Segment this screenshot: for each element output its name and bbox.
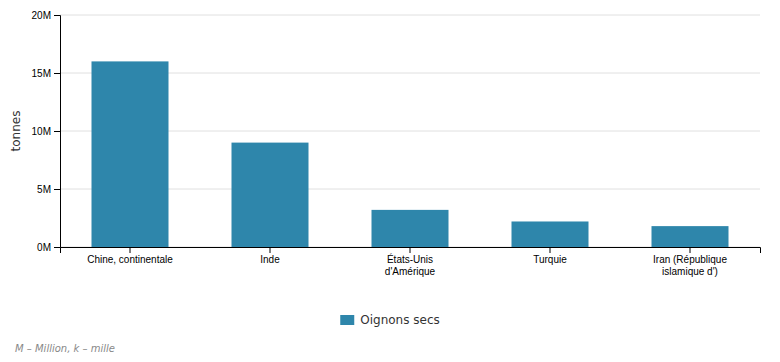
legend-swatch	[340, 315, 354, 325]
tick-label: Chine, continentale	[87, 254, 173, 265]
tick-label-line: Iran (République	[653, 254, 727, 265]
tick-label: 20M	[32, 10, 51, 21]
grid-line	[60, 15, 760, 16]
chart: 0M 5M 10M 15M 20M Chine, continentale Inde État…	[0, 0, 780, 362]
tick: 10M	[32, 126, 60, 137]
tick-mark	[130, 247, 131, 253]
tick-label: États-Unisd'Amérique	[385, 253, 436, 277]
tick: 5M	[37, 184, 60, 195]
tick-label-line: Inde	[260, 254, 280, 265]
footnote: M – Million, k – mille	[15, 343, 115, 354]
tick-label: Inde	[260, 254, 280, 265]
y-axis-title: tonnes	[9, 111, 23, 152]
tick-mark	[550, 247, 551, 253]
tick-label: 0M	[37, 242, 51, 253]
bar	[652, 226, 729, 247]
plot: 0M 5M 10M 15M 20M Chine, continentale Inde État…	[32, 10, 761, 277]
legend-label: Oignons secs	[360, 313, 440, 327]
tick-label: Iran (Républiqueislamique d')	[653, 254, 727, 277]
axis-line	[54, 16, 61, 248]
tick-mark	[410, 247, 411, 253]
tick-label-line: islamique d')	[662, 266, 718, 277]
bar	[232, 143, 309, 247]
tick: Chine, continentale	[87, 247, 173, 265]
x-axis: Chine, continentale Inde États-Unisd'Améri…	[61, 247, 761, 277]
tick: 0M	[37, 242, 60, 253]
tick-mark	[690, 247, 691, 253]
y-axis: 0M 5M 10M 15M 20M	[32, 10, 61, 253]
tick-mark	[54, 15, 60, 16]
bar	[372, 210, 449, 247]
tick: 15M	[32, 68, 60, 79]
tick: Turquie	[533, 247, 567, 265]
tick-label-line: Chine, continentale	[87, 254, 173, 265]
tick-mark	[54, 247, 60, 248]
bars	[92, 61, 729, 247]
tick-mark	[270, 247, 271, 253]
tick-mark	[54, 131, 60, 132]
legend: Oignons secs	[340, 313, 440, 327]
tick: États-Unisd'Amérique	[385, 247, 436, 277]
tick-label-line: États-Unis	[387, 253, 433, 265]
tick: Inde	[260, 247, 280, 265]
grid	[60, 15, 760, 247]
tick-label-line: Turquie	[533, 254, 567, 265]
bar	[92, 61, 169, 247]
tick: 20M	[32, 10, 60, 21]
bar	[512, 221, 589, 247]
tick-label: 5M	[37, 184, 51, 195]
axis-line	[61, 248, 761, 254]
legend-item: Oignons secs	[340, 313, 440, 327]
tick-label-line: d'Amérique	[385, 266, 436, 277]
tick-label: Turquie	[533, 254, 567, 265]
tick-mark	[54, 73, 60, 74]
tick: Iran (Républiqueislamique d')	[653, 247, 727, 277]
tick-label: 10M	[32, 126, 51, 137]
tick-mark	[54, 189, 60, 190]
tick-label: 15M	[32, 68, 51, 79]
